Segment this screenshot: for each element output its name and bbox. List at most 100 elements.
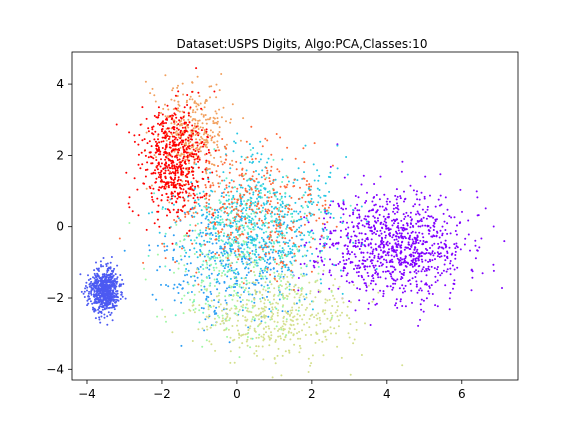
data-point xyxy=(449,232,452,235)
data-point xyxy=(312,260,315,262)
data-point xyxy=(284,186,287,189)
data-point xyxy=(276,270,279,273)
data-point xyxy=(259,140,262,143)
data-point xyxy=(278,298,281,301)
data-point xyxy=(254,330,257,333)
data-point xyxy=(194,211,197,214)
data-point xyxy=(105,265,108,267)
data-point xyxy=(345,207,347,210)
data-point xyxy=(214,252,217,255)
data-point xyxy=(185,148,188,151)
data-point xyxy=(342,201,345,203)
data-point xyxy=(454,257,457,260)
data-point xyxy=(180,165,183,168)
data-point xyxy=(278,234,281,237)
data-point xyxy=(213,218,216,220)
data-point xyxy=(360,251,363,254)
data-point xyxy=(192,148,195,151)
data-point xyxy=(415,280,418,283)
data-point xyxy=(91,302,94,305)
data-point xyxy=(208,213,211,216)
data-point xyxy=(96,282,99,285)
data-point xyxy=(239,186,242,189)
data-point xyxy=(279,226,282,229)
data-point xyxy=(187,114,190,117)
data-point xyxy=(352,245,355,248)
data-point xyxy=(434,220,437,222)
data-point xyxy=(244,187,247,190)
data-point xyxy=(314,341,317,344)
data-point xyxy=(145,228,148,231)
data-point xyxy=(431,259,434,262)
data-point xyxy=(160,140,163,143)
data-point xyxy=(273,287,276,290)
data-point xyxy=(213,122,216,125)
data-point xyxy=(415,241,418,244)
data-point xyxy=(187,123,189,126)
data-point xyxy=(407,241,410,244)
data-point xyxy=(199,250,202,253)
data-point xyxy=(270,205,273,208)
data-point xyxy=(446,208,449,211)
data-point xyxy=(238,332,240,335)
data-point xyxy=(275,217,278,220)
data-point xyxy=(348,281,351,284)
data-point xyxy=(461,210,463,213)
data-point xyxy=(150,172,153,175)
data-point xyxy=(379,289,382,292)
data-point xyxy=(423,270,426,273)
data-point xyxy=(191,188,194,191)
data-point xyxy=(265,230,268,233)
data-point xyxy=(174,172,177,175)
data-point xyxy=(331,305,334,307)
data-point xyxy=(316,279,319,282)
data-point xyxy=(202,133,205,136)
data-point xyxy=(183,155,186,158)
data-point xyxy=(284,287,287,290)
data-point xyxy=(228,194,230,197)
data-point xyxy=(368,209,371,212)
data-point xyxy=(384,270,387,273)
data-point xyxy=(187,112,190,115)
data-point xyxy=(232,294,235,297)
data-point xyxy=(293,328,296,331)
data-point xyxy=(303,323,306,326)
data-point xyxy=(409,248,412,250)
data-point xyxy=(469,249,471,252)
data-point xyxy=(290,331,293,334)
data-point xyxy=(223,223,226,226)
data-point xyxy=(190,291,193,293)
data-point xyxy=(364,201,367,204)
data-point xyxy=(289,313,292,316)
data-point xyxy=(380,232,383,235)
data-point xyxy=(371,250,374,253)
data-point xyxy=(233,198,236,201)
data-point xyxy=(177,176,180,179)
data-point xyxy=(84,287,87,290)
data-point xyxy=(429,194,431,197)
data-point xyxy=(257,307,260,310)
data-point xyxy=(392,204,395,207)
data-point xyxy=(182,171,185,174)
data-point xyxy=(306,219,309,222)
data-point xyxy=(471,270,474,273)
data-point xyxy=(186,173,188,176)
data-point xyxy=(254,238,257,241)
data-point xyxy=(262,221,265,224)
data-point xyxy=(198,148,201,151)
data-point xyxy=(247,241,250,244)
data-point xyxy=(313,179,316,182)
data-point xyxy=(295,245,298,248)
data-point xyxy=(249,204,252,207)
data-point xyxy=(198,271,200,274)
data-point xyxy=(191,340,194,342)
data-point xyxy=(273,220,276,223)
data-point xyxy=(268,236,271,239)
data-point xyxy=(111,295,114,298)
data-point xyxy=(128,131,131,134)
data-point xyxy=(176,86,179,89)
data-point xyxy=(384,224,387,227)
data-point xyxy=(225,256,227,259)
data-point xyxy=(402,287,405,290)
data-point xyxy=(281,325,284,328)
